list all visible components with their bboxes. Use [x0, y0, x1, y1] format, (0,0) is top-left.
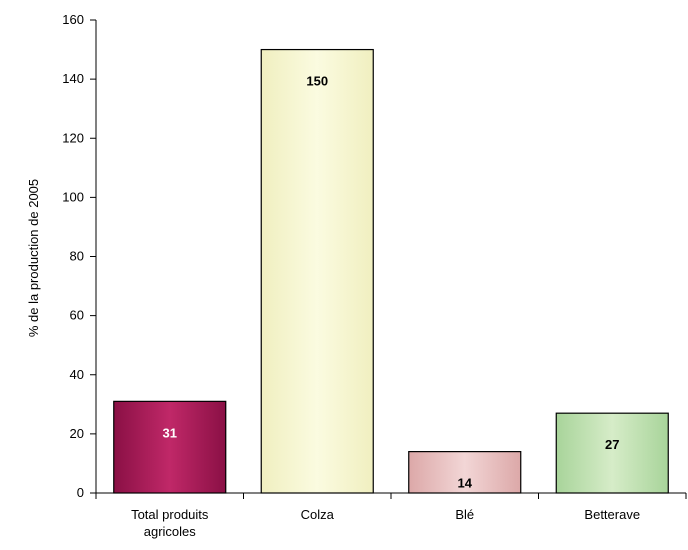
bar-data-label: 27	[605, 437, 619, 452]
y-axis: 0 20 40 60 80 100 120 140 160	[62, 12, 97, 500]
y-axis-label: % de la production de 2005	[26, 179, 41, 337]
y-tick-label: 100	[62, 189, 84, 204]
bar-data-label: 14	[458, 476, 473, 491]
x-category-label: Colza	[301, 507, 335, 522]
bar	[113, 400, 227, 494]
bar	[408, 451, 522, 494]
bar-data-label: 31	[163, 425, 177, 440]
y-tick-label: 20	[70, 426, 84, 441]
bars: 31 150 14 27	[113, 48, 669, 494]
y-tick-label: 160	[62, 12, 84, 27]
y-tick-label: 60	[70, 308, 84, 323]
y-tick-label: 120	[62, 130, 84, 145]
x-category-label: Total produits agricoles	[131, 507, 209, 539]
bar	[260, 48, 374, 494]
y-tick-label: 80	[70, 249, 84, 264]
x-category-label: Betterave	[584, 507, 640, 522]
bar-data-label: 150	[306, 74, 328, 89]
x-category-label: Blé	[455, 507, 474, 522]
y-tick-label: 0	[77, 485, 84, 500]
x-axis: Total produits agricoles Colza Blé Betterave	[95, 492, 687, 539]
y-tick-label: 40	[70, 367, 84, 382]
bar	[555, 412, 669, 494]
y-tick-label: 140	[62, 71, 84, 86]
